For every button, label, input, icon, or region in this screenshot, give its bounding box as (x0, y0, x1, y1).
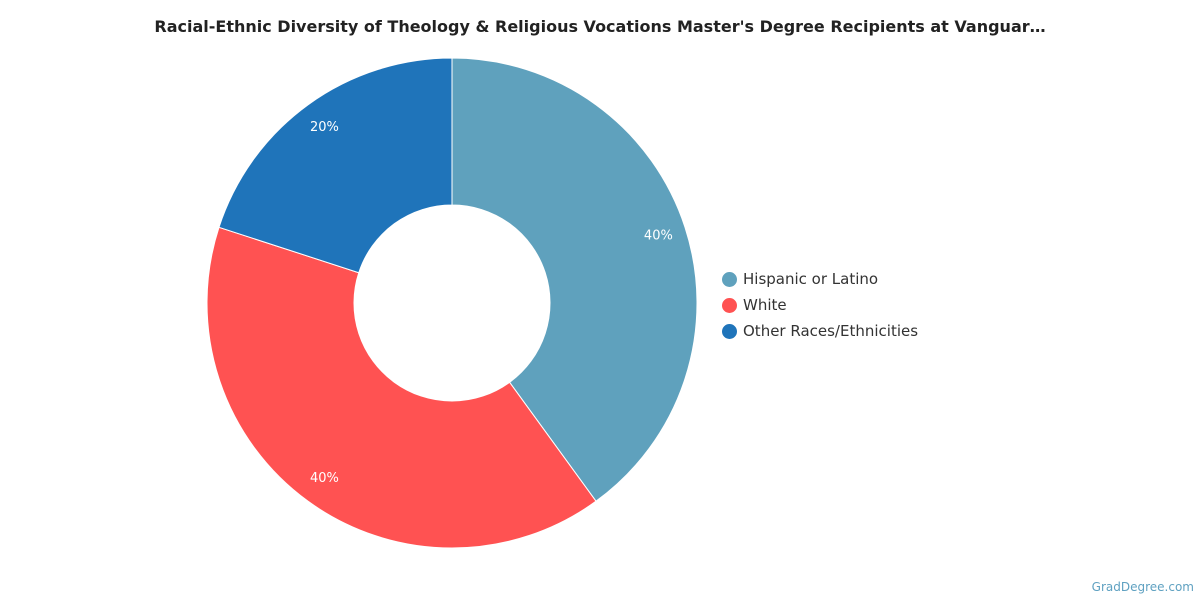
legend-label: White (743, 296, 787, 314)
slice-white[interactable] (206, 226, 597, 549)
legend: Hispanic or Latino White Other Races/Eth… (722, 266, 918, 344)
legend-swatch (722, 271, 737, 287)
legend-label: Hispanic or Latino (743, 270, 879, 288)
legend-swatch (722, 297, 737, 313)
slice-data-label: 20% (310, 120, 339, 135)
legend-item-other-races-ethnicities[interactable]: Other Races/Ethnicities (722, 318, 918, 344)
slice-other-races-ethnicities[interactable] (218, 57, 453, 274)
slice-data-label: 40% (310, 471, 339, 486)
legend-item-hispanic-or-latino[interactable]: Hispanic or Latino (722, 266, 918, 292)
legend-label: Other Races/Ethnicities (743, 322, 919, 340)
slice-data-label: 40% (644, 228, 673, 243)
chart-title: Racial-Ethnic Diversity of Theology & Re… (154, 17, 1046, 36)
slice-hispanic-or-latino[interactable] (451, 57, 698, 502)
legend-item-white[interactable]: White (722, 292, 918, 318)
legend-swatch (722, 323, 737, 339)
site-credit[interactable]: GradDegree.com (1091, 580, 1194, 594)
